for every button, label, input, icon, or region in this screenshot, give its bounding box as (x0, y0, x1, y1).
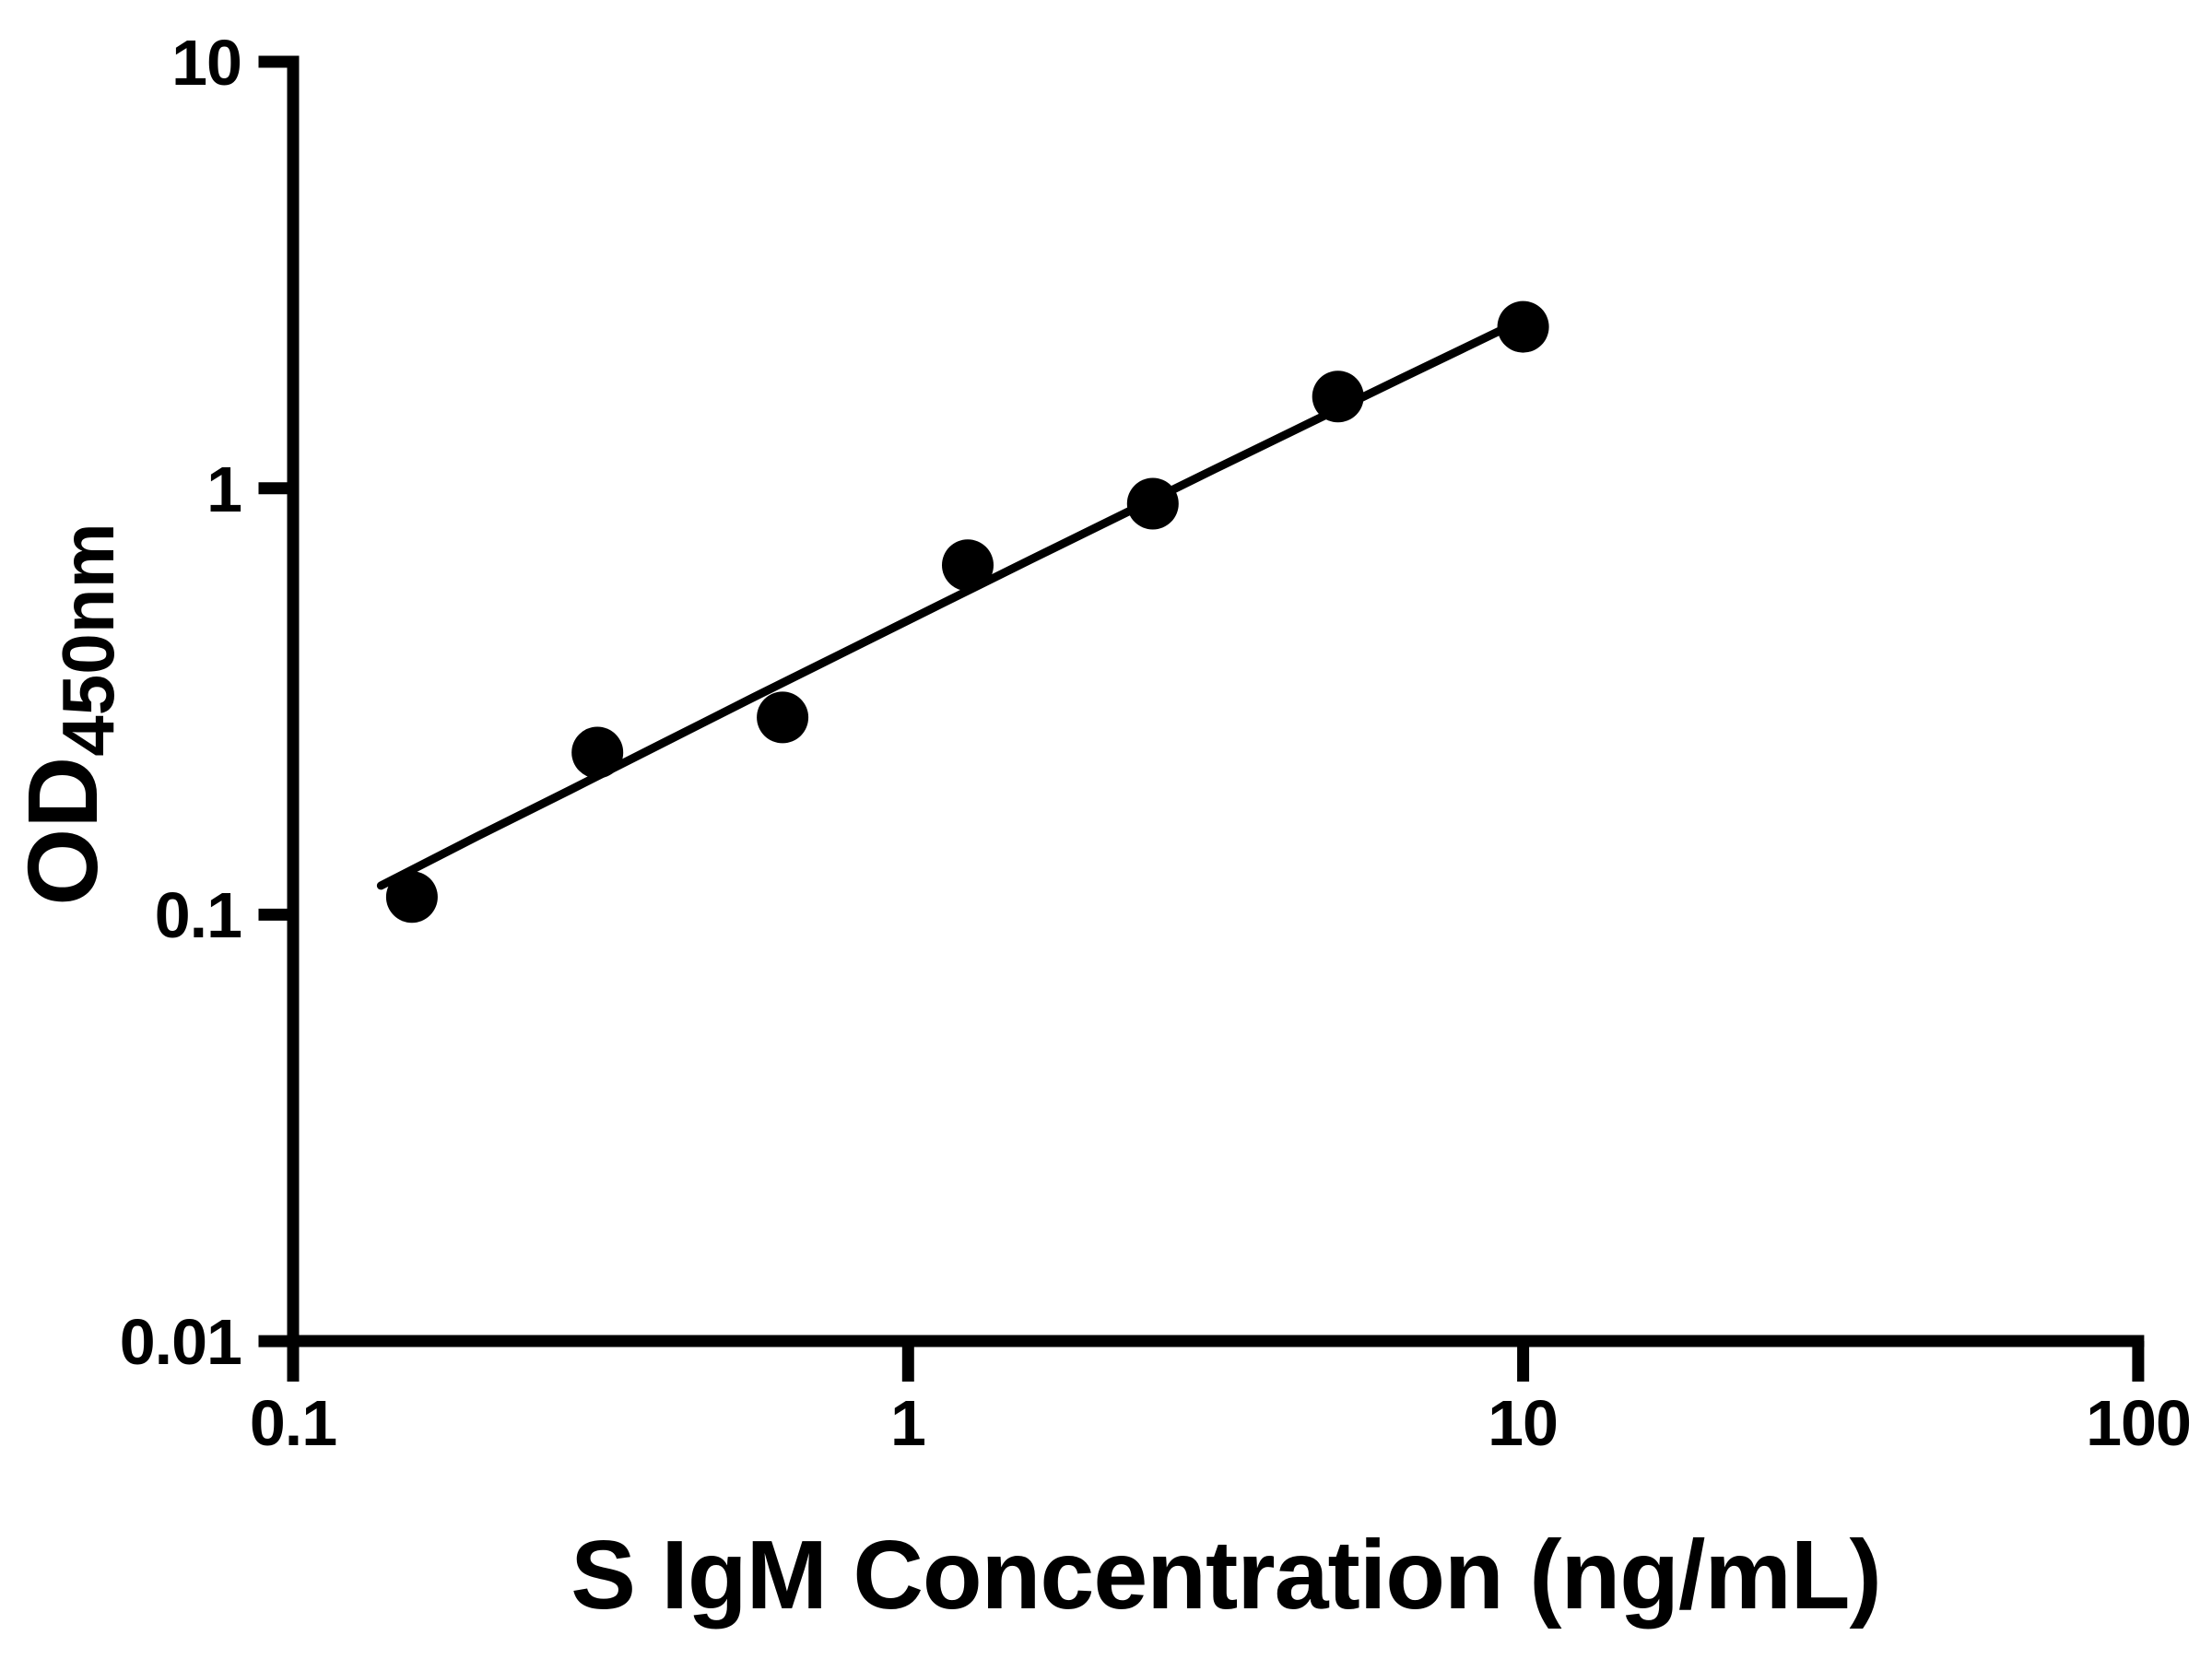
x-axis-title: S IgM Concentration (ng/mL) (571, 1521, 1881, 1630)
data-point-marker (385, 871, 438, 924)
y-axis-title-subscript: 450nm (47, 523, 129, 756)
data-point-marker (1126, 477, 1179, 530)
x-tick-label-0.1: 0.1 (250, 1387, 336, 1459)
data-point-marker (1497, 300, 1549, 353)
y-tick-label-0.01: 0.01 (120, 1306, 241, 1378)
data-point-marker (942, 539, 994, 592)
x-tick-label-100: 100 (2086, 1387, 2191, 1459)
y-tick-label-0.1: 0.1 (155, 879, 241, 951)
y-axis-title: OD450nm (6, 523, 129, 905)
x-tick-label-10: 10 (1488, 1387, 1558, 1459)
plot-layer (376, 300, 1549, 924)
data-point-marker (757, 691, 809, 744)
x-tick-label-1: 1 (890, 1387, 925, 1459)
axes-layer (258, 55, 2145, 1382)
y-axis-title-main: OD (6, 757, 118, 906)
data-point-marker (571, 726, 624, 779)
y-tick-label-10: 10 (171, 27, 241, 99)
data-point-marker (1312, 371, 1364, 423)
y-tick-label-1: 1 (206, 453, 241, 525)
